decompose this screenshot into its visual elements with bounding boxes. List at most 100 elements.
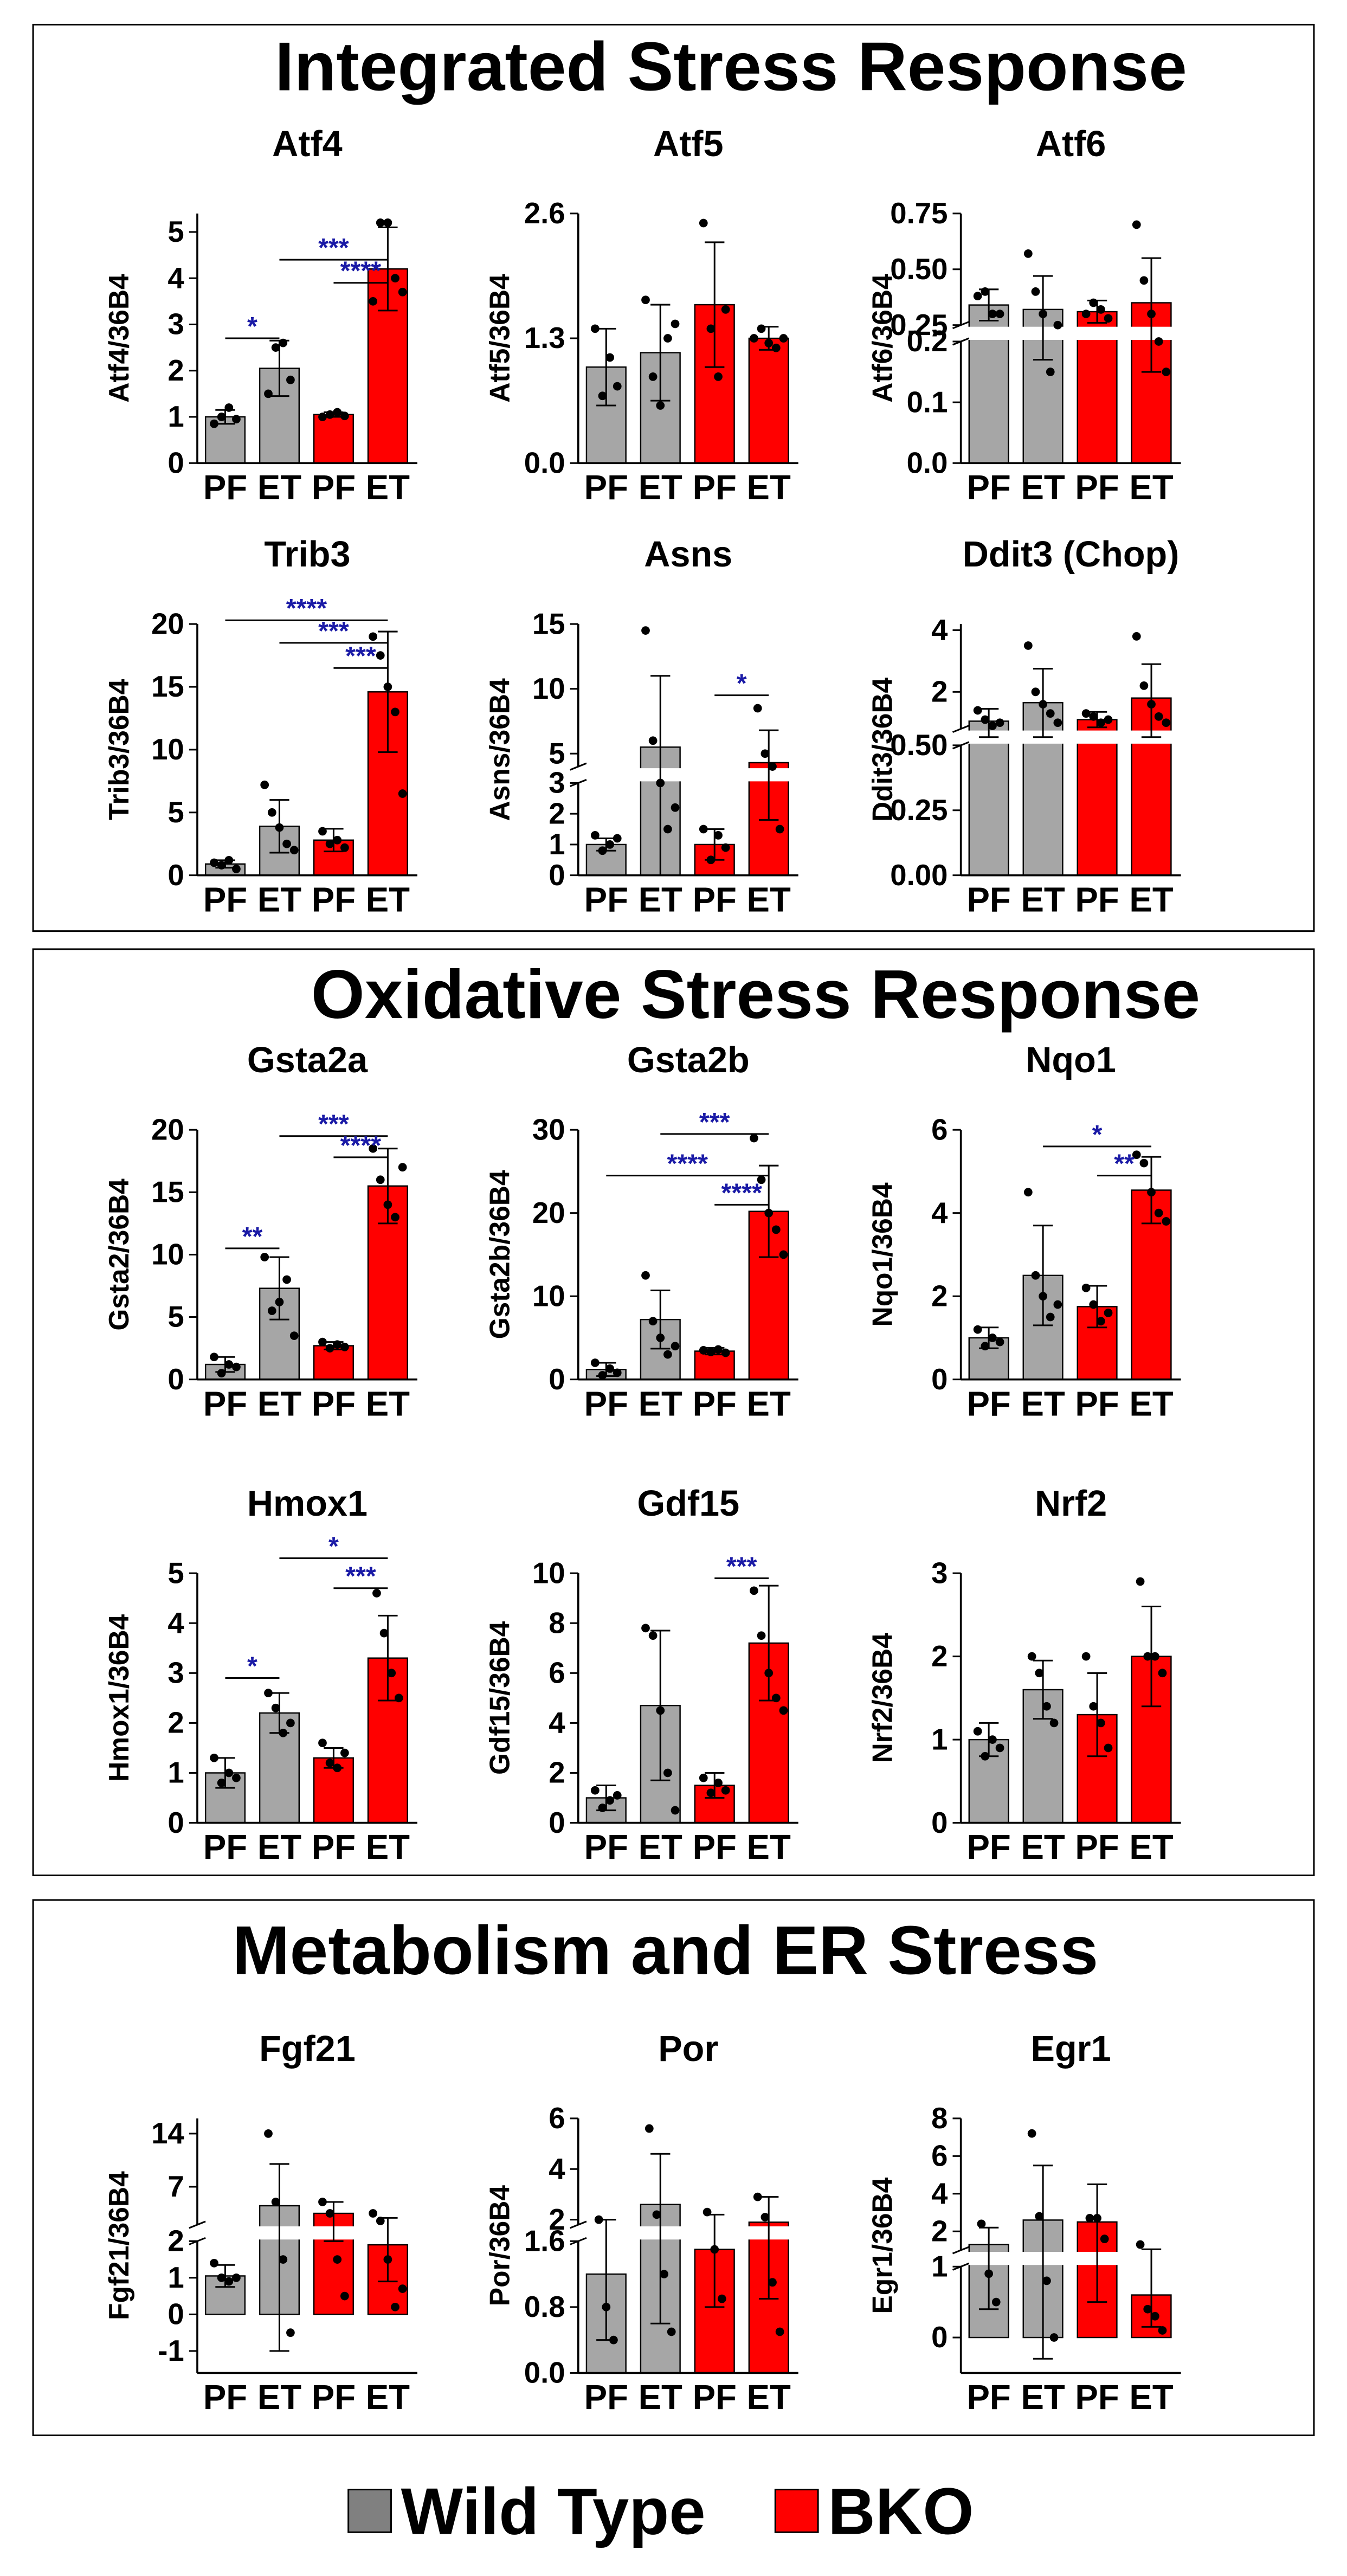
data-point <box>275 1298 284 1306</box>
x-tick-label: ET <box>747 1828 791 1866</box>
y-tick-label: 0 <box>549 1363 565 1396</box>
data-point <box>325 1344 334 1353</box>
legend-label: Wild Type <box>401 2474 706 2548</box>
data-point <box>613 1791 622 1800</box>
y-tick-label: 2 <box>931 2214 948 2247</box>
y-tick-label: 0 <box>931 2321 948 2354</box>
data-point <box>340 1748 349 1757</box>
data-point <box>217 1779 226 1787</box>
data-point <box>333 1763 342 1773</box>
data-point <box>325 2209 334 2218</box>
data-point <box>663 1768 672 1778</box>
data-point <box>369 632 378 641</box>
y-tick-label: 6 <box>549 1656 565 1689</box>
data-point <box>1089 712 1098 721</box>
data-point <box>656 401 665 410</box>
data-point <box>609 2335 618 2345</box>
data-point <box>372 1589 381 1598</box>
x-tick-label: PF <box>203 2378 247 2417</box>
data-point <box>318 1738 327 1748</box>
data-point <box>991 2297 1001 2307</box>
chart-title: Hmox1 <box>247 1484 368 1524</box>
data-point <box>648 736 658 745</box>
y-tick-label: 30 <box>532 1113 565 1146</box>
y-tick-label: 0 <box>549 859 565 892</box>
data-point <box>779 1250 788 1259</box>
legend-swatch <box>774 2488 819 2533</box>
y-axis-label: Hmox1/36B4 <box>103 1614 134 1781</box>
x-tick-label: PF <box>584 2378 628 2417</box>
data-point <box>383 2255 392 2264</box>
x-tick-label: PF <box>203 468 247 507</box>
data-point <box>598 1804 607 1812</box>
x-tick-label: ET <box>1129 1384 1173 1423</box>
data-point <box>379 1628 389 1638</box>
x-tick-label: PF <box>966 1384 1010 1423</box>
y-tick-label: 15 <box>151 1175 184 1208</box>
x-tick-label: PF <box>966 1828 1010 1866</box>
y-tick-label: 14 <box>151 2117 184 2150</box>
data-point <box>369 2209 378 2218</box>
significance-label: *** <box>318 1110 349 1139</box>
x-tick-label: PF <box>312 1828 356 1866</box>
data-point <box>325 839 334 848</box>
significance-label: *** <box>345 1562 376 1591</box>
data-point <box>702 2207 712 2217</box>
x-tick-label: PF <box>584 1828 628 1866</box>
y-tick-label: 2 <box>931 1640 948 1673</box>
data-point <box>590 1358 600 1367</box>
x-tick-label: ET <box>366 880 410 919</box>
data-point <box>988 1334 997 1342</box>
y-tick-label: 0.0 <box>524 2356 565 2390</box>
x-tick-label: ET <box>639 880 682 919</box>
x-tick-label: PF <box>312 468 356 507</box>
x-tick-label: PF <box>966 2378 1010 2417</box>
y-tick-label: 3 <box>167 308 184 341</box>
x-tick-label: PF <box>203 1384 247 1423</box>
y-axis-label: Atf6/36B4 <box>866 274 898 403</box>
y-tick-label: 2.6 <box>524 197 565 230</box>
data-point <box>981 287 990 296</box>
data-point <box>333 1340 342 1349</box>
y-axis-label: Nrf2/36B4 <box>866 1633 898 1763</box>
x-tick-label: PF <box>693 1828 737 1866</box>
data-point <box>1035 1669 1044 1678</box>
y-axis-label: Atf5/36B4 <box>484 274 515 403</box>
section-box <box>32 948 1315 1877</box>
data-point <box>663 1350 672 1359</box>
break-mark <box>570 762 587 771</box>
data-point <box>981 1751 990 1761</box>
data-point <box>671 1342 680 1351</box>
y-tick-label: 4 <box>931 614 948 647</box>
y-tick-label: 4 <box>167 261 184 294</box>
axis-break <box>568 768 802 782</box>
data-point <box>1132 632 1141 641</box>
data-point <box>671 319 680 329</box>
significance-label: **** <box>340 1131 382 1160</box>
data-point <box>282 839 291 848</box>
data-point <box>973 292 982 301</box>
data-point <box>775 2327 784 2336</box>
y-tick-label: 0 <box>167 446 184 479</box>
y-tick-label: 4 <box>549 1706 565 1740</box>
y-tick-label: 4 <box>167 1606 184 1639</box>
data-point <box>391 707 399 717</box>
data-point <box>764 339 774 347</box>
data-point <box>387 1669 396 1678</box>
y-tick-label: 2 <box>549 797 565 830</box>
data-point <box>340 843 349 852</box>
data-point <box>699 1773 708 1782</box>
chart-title: Nqo1 <box>1026 1040 1116 1080</box>
x-tick-label: PF <box>584 880 628 919</box>
data-point <box>260 1253 269 1261</box>
data-point <box>210 419 218 428</box>
x-tick-label: ET <box>747 880 791 919</box>
significance-label: * <box>1092 1120 1103 1149</box>
x-tick-label: PF <box>1075 468 1119 507</box>
data-point <box>663 825 672 834</box>
data-point <box>995 1337 1004 1347</box>
data-point <box>1089 298 1098 307</box>
legend-swatch <box>347 2488 392 2533</box>
y-tick-label: 1 <box>167 400 184 433</box>
y-tick-label: 2 <box>549 1756 565 1789</box>
